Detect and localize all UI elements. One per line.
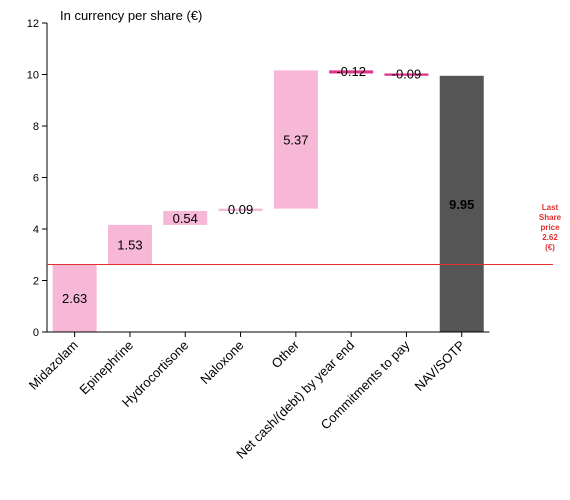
- data-label: 0.09: [228, 202, 253, 217]
- value-labels: 2.63 1.53 0.54 0.09 5.37 -0.12 -0.09 9.95: [62, 64, 474, 306]
- x-tick-label: NAV/SOTP: [411, 338, 467, 394]
- y-tick-label: 8: [33, 121, 39, 133]
- reference-label: Share: [539, 213, 562, 222]
- data-label: 2.63: [62, 291, 87, 306]
- y-tick-label: 0: [33, 327, 39, 339]
- bars: [52, 70, 484, 332]
- bar: [384, 73, 429, 76]
- data-label: 5.37: [283, 133, 308, 148]
- x-tick-label: Epinephrine: [76, 338, 136, 398]
- reference-label: price: [540, 223, 560, 232]
- y-tick-label: 6: [33, 173, 39, 185]
- y-tick-label: 2: [33, 276, 39, 288]
- data-label: 0.54: [173, 211, 198, 226]
- y-tick-label: 10: [27, 70, 39, 82]
- y-axis: 0 2 4 6 8 10 12: [27, 18, 48, 339]
- reference-label: (€): [545, 243, 555, 252]
- data-label: -0.09: [392, 67, 422, 82]
- x-tick-label: Other: [268, 337, 302, 371]
- y-tick-label: 12: [27, 18, 39, 30]
- data-label: 1.53: [117, 238, 142, 253]
- reference-label: 2.62: [542, 233, 558, 242]
- bar: [329, 70, 374, 74]
- data-label: -0.12: [336, 64, 366, 79]
- x-tick-label: Naloxone: [197, 338, 246, 387]
- data-label: 9.95: [449, 197, 474, 212]
- bar: [107, 224, 152, 265]
- bar: [273, 70, 318, 209]
- x-tick-label: Midazolam: [26, 338, 81, 393]
- bar: [52, 264, 97, 332]
- bar: [439, 75, 484, 332]
- bar: [163, 210, 208, 225]
- chart-title: In currency per share (€): [60, 8, 202, 23]
- reference-label: Last: [542, 203, 559, 212]
- bar: [218, 208, 263, 211]
- y-tick-label: 4: [33, 224, 39, 236]
